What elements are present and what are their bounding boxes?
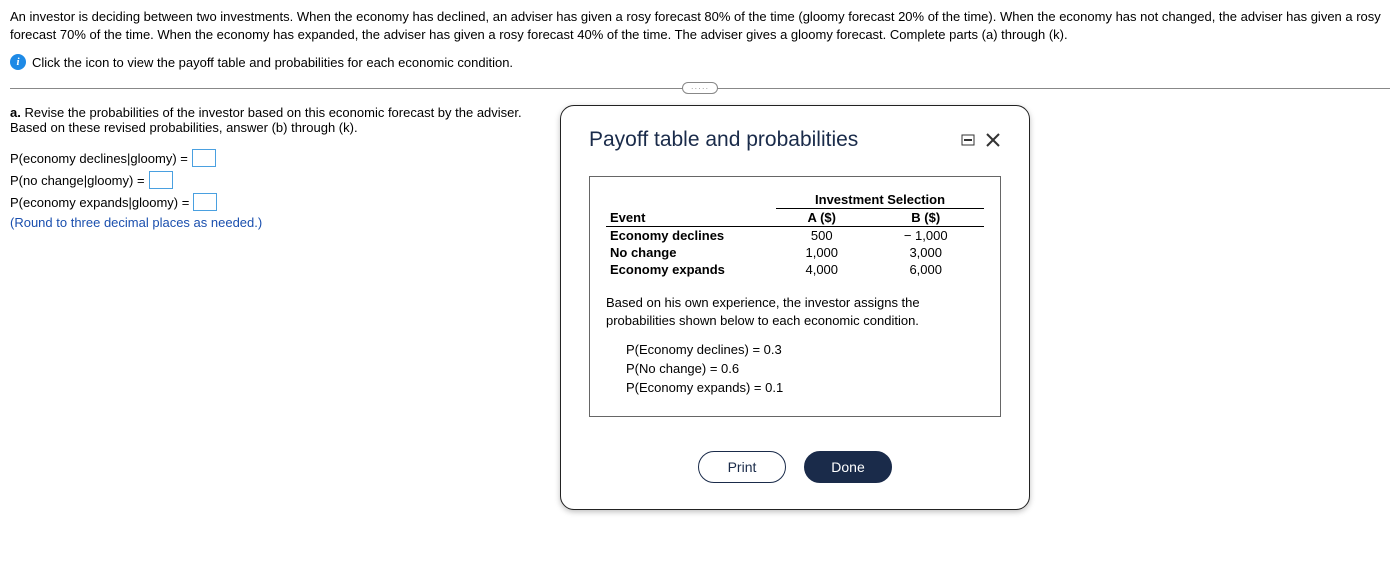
col-a: A ($) [776,209,867,227]
prior-nochange: P(No change) = 0.6 [626,360,984,379]
col-event: Event [606,209,776,227]
prior-decline: P(Economy declines) = 0.3 [626,341,984,360]
print-button[interactable]: Print [698,451,786,483]
divider-handle: ····· [682,82,718,94]
prob-nochange-label: P(no change|gloomy) = [10,173,145,188]
payoff-table: Investment Selection Event A ($) B ($) E… [606,191,984,278]
prob-decline-input[interactable] [192,149,216,167]
section-divider: ····· [10,88,1390,89]
info-icon[interactable]: i [10,54,26,70]
prob-decline-label: P(economy declines|gloomy) = [10,151,188,166]
rounding-note: (Round to three decimal places as needed… [10,215,530,230]
prior-probabilities: P(Economy declines) = 0.3 P(No change) =… [626,341,984,398]
close-icon[interactable] [985,132,1001,148]
table-row: No change 1,000 3,000 [606,244,984,261]
prob-expand-input[interactable] [193,193,217,211]
info-link-text[interactable]: Click the icon to view the payoff table … [32,55,513,70]
minimize-icon[interactable] [961,133,975,147]
part-a-label: a. [10,105,21,120]
part-a-prompt: a. Revise the probabilities of the inves… [10,105,530,135]
payoff-modal: Payoff table and probabilities [560,105,1030,510]
prob-nochange-input[interactable] [149,171,173,189]
col-b: B ($) [867,209,984,227]
modal-description: Based on his own experience, the investo… [606,294,984,329]
table-group-header: Investment Selection [776,191,984,209]
done-button[interactable]: Done [804,451,892,483]
modal-content-box: Investment Selection Event A ($) B ($) E… [589,176,1001,417]
prob-expand-label: P(economy expands|gloomy) = [10,195,189,210]
prior-expand: P(Economy expands) = 0.1 [626,379,984,398]
modal-title: Payoff table and probabilities [589,128,858,152]
part-a-text: Revise the probabilities of the investor… [10,105,522,135]
table-row: Economy expands 4,000 6,000 [606,261,984,278]
info-row: i Click the icon to view the payoff tabl… [10,54,1390,70]
table-row: Economy declines 500 − 1,000 [606,227,984,245]
problem-statement: An investor is deciding between two inve… [10,8,1390,44]
